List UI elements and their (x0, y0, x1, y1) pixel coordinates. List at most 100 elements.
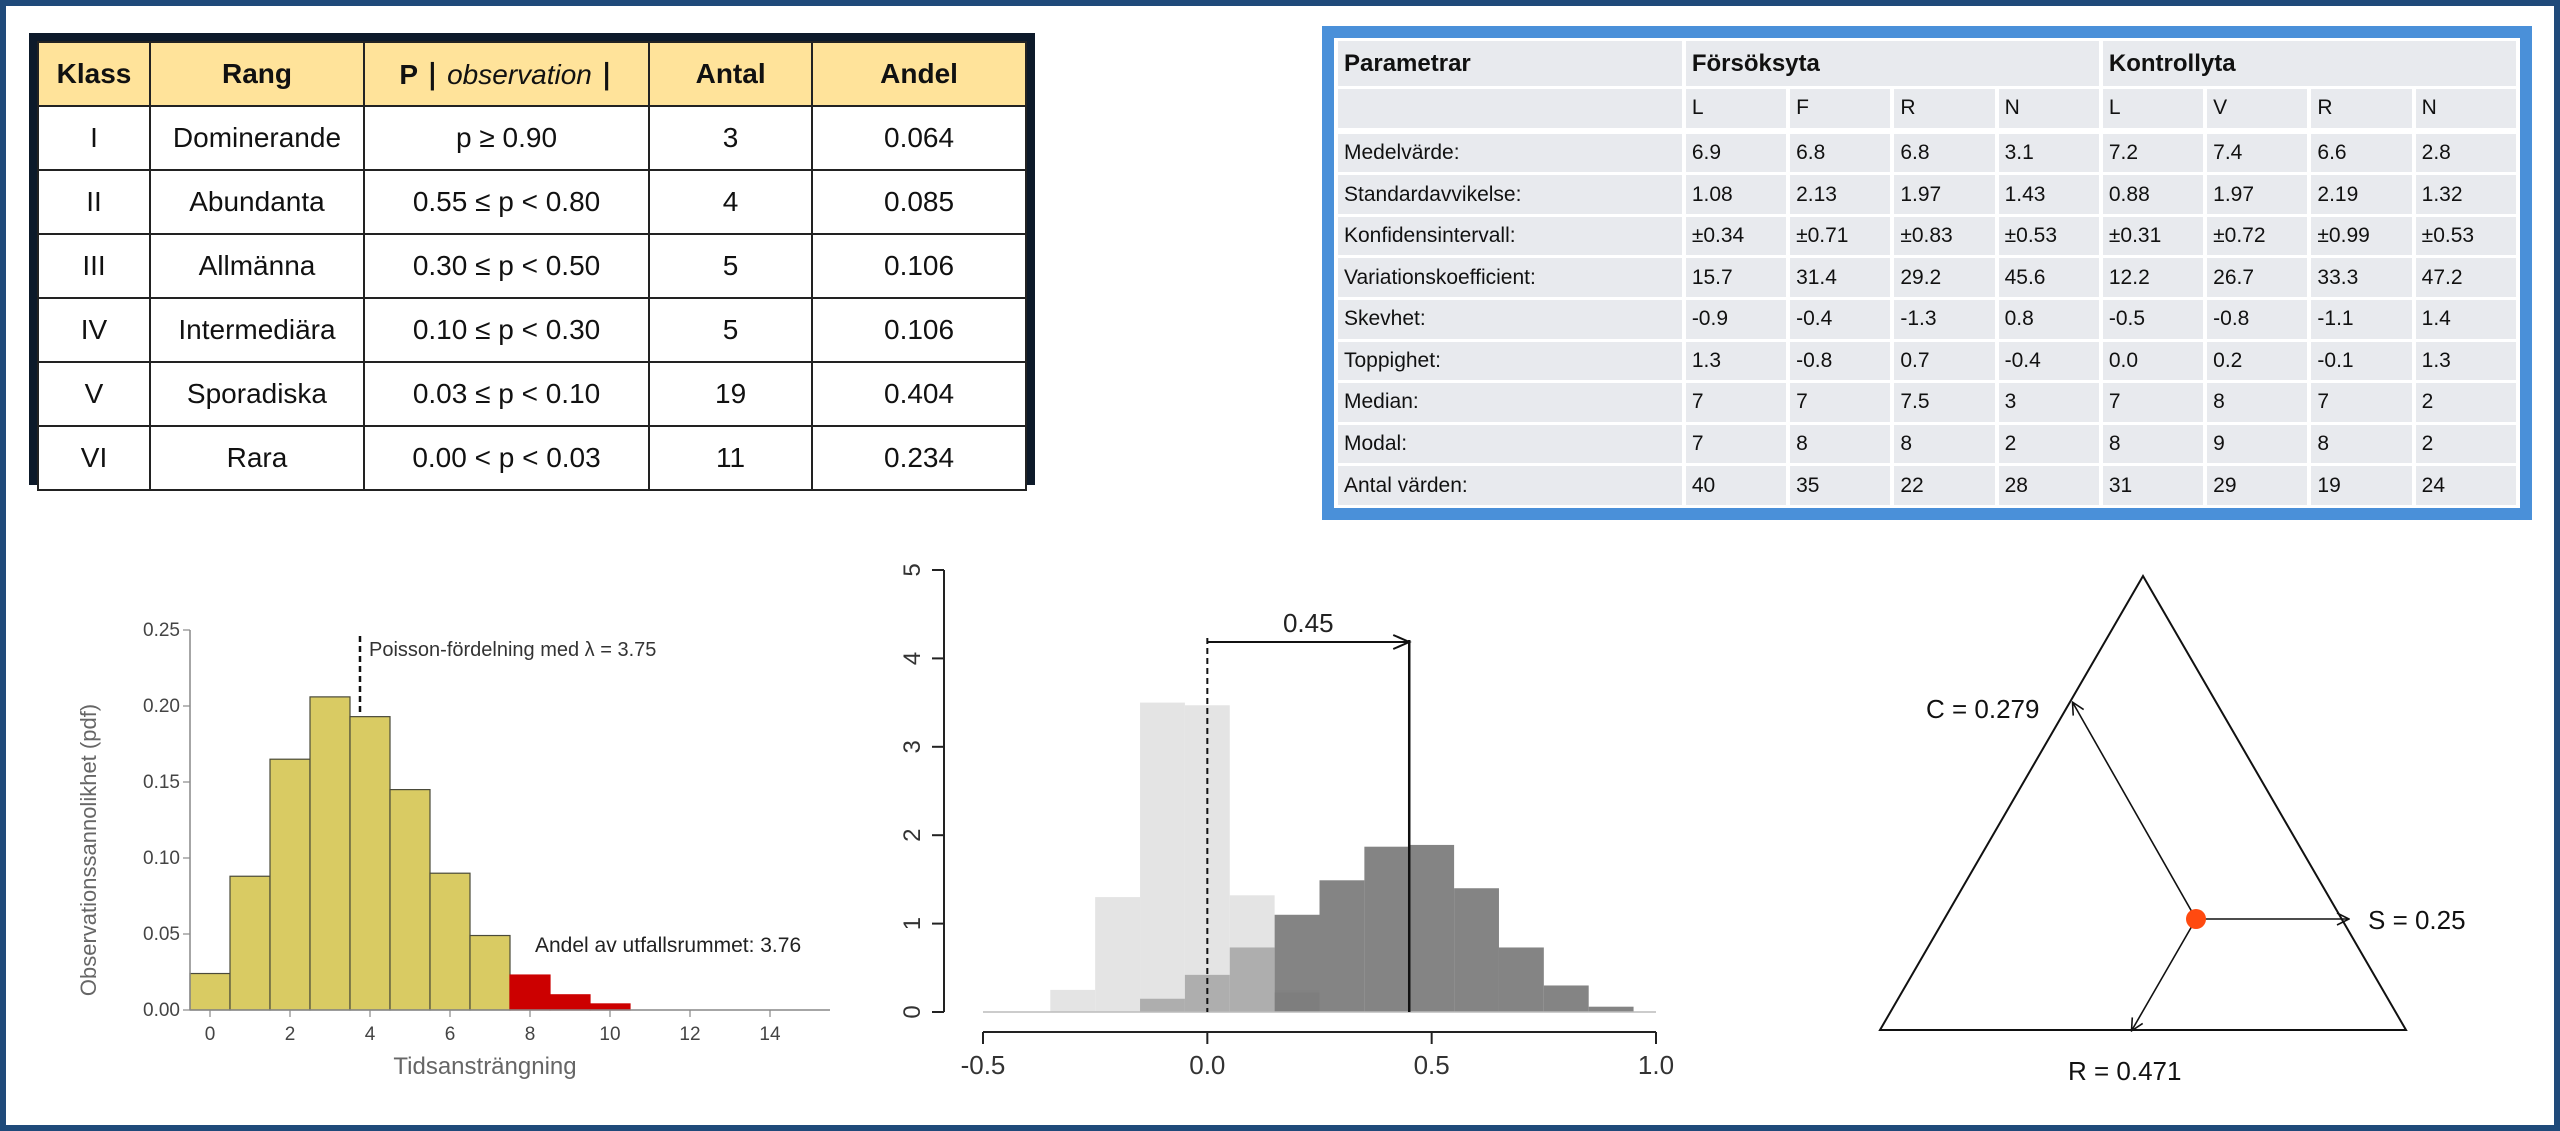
parameter-value: 7 (2311, 383, 2412, 422)
parameter-name: Variationskoefficient: (1338, 258, 1682, 297)
sub-header: R (2311, 89, 2412, 128)
parameter-value: 8 (1894, 424, 1995, 464)
class-table-cell: IV (36, 297, 152, 363)
csr-point (2186, 909, 2206, 929)
class-table-cell: 0.106 (811, 233, 1027, 299)
y-tick-label: 5 (899, 563, 926, 576)
parameter-value: ±0.34 (1685, 216, 1787, 256)
distribution-chart: 0 1 2 3 4 5 -0.5 0.0 0.5 1.0 0.45 (899, 563, 1674, 1080)
parameter-value: 24 (2415, 466, 2516, 505)
parameter-value: 2.19 (2311, 175, 2412, 214)
parameter-name: Skevhet: (1338, 299, 1682, 339)
class-table-cell: 11 (648, 425, 814, 491)
parameter-value: 0.2 (2207, 341, 2308, 381)
parameter-name: Konfidensintervall: (1338, 216, 1682, 256)
class-table-cell: Intermediära (149, 297, 365, 363)
parameter-table-row: Antal värden: 40 35 22 28 31 29 19 24 (1338, 466, 2516, 505)
parameter-value: -0.5 (2102, 299, 2204, 339)
parameter-value: ±0.71 (1790, 216, 1891, 256)
parameter-value: -0.4 (1998, 341, 2099, 381)
c-arrow (2073, 703, 2197, 920)
parameter-value: -1.1 (2311, 299, 2412, 339)
parameter-value: 19 (2311, 466, 2412, 505)
y-tick-label: 0.05 (143, 924, 180, 945)
poisson-bar (269, 758, 311, 1011)
sub-header: N (2415, 89, 2516, 128)
parameter-value: 2.13 (1790, 175, 1891, 214)
parameter-table: Parametrar Försöksyta Kontrollyta L F R … (1334, 38, 2520, 508)
class-table-cell: II (36, 169, 152, 235)
r-label: R = 0.471 (2068, 1056, 2181, 1086)
x-tick-label: 0 (205, 1024, 216, 1045)
poisson-bar (229, 875, 271, 1011)
class-table-row: V Sporadiska 0.03 ≤ p < 0.10 19 0.404 (36, 361, 1027, 427)
r-arrow (2132, 918, 2197, 1030)
class-table-cell: Sporadiska (149, 361, 365, 427)
parameter-value: 1.97 (1894, 175, 1995, 214)
histogram-bar (1409, 844, 1455, 1012)
arrow-head (1392, 634, 1412, 650)
class-table-cell: 0.03 ≤ p < 0.10 (362, 361, 651, 427)
parameter-value: 7 (1790, 383, 1891, 422)
parameter-value: -0.8 (1790, 341, 1891, 381)
histogram-bar (1095, 897, 1141, 1012)
header-andel: Andel (811, 41, 1027, 107)
parameter-value: 8 (1790, 424, 1891, 464)
class-table-cell: 0.10 ≤ p < 0.30 (362, 297, 651, 363)
parameter-value: 0.88 (2102, 175, 2204, 214)
x-tick-label: 14 (759, 1024, 781, 1045)
x-tick-label: 0.0 (1189, 1050, 1225, 1080)
header-kontrollyta: Kontrollyta (2102, 41, 2516, 87)
parameter-value: ±0.83 (1894, 216, 1995, 256)
parameter-value: 7 (1685, 424, 1787, 464)
parameter-value: 8 (2102, 424, 2204, 464)
header-rang: Rang (149, 41, 365, 107)
x-tick-label: 8 (525, 1024, 536, 1045)
x-tick-label: 2 (285, 1024, 296, 1045)
class-table-cell: 3 (648, 105, 814, 171)
x-tick-label: 10 (599, 1024, 620, 1045)
parameter-table-row: Toppighet: 1.3 -0.8 0.7 -0.4 0.0 0.2 -0.1 1.3 (1338, 341, 2516, 381)
parameter-value: 40 (1685, 466, 1787, 505)
parameter-value: 22 (1894, 466, 1995, 505)
y-tick-label: 0.15 (143, 772, 180, 793)
class-table-cell: 0.30 ≤ p < 0.50 (362, 233, 651, 299)
class-table-cell: Allmänna (149, 233, 365, 299)
class-table-cell: 5 (648, 297, 814, 363)
poisson-xlabel: Tidsansträngning (393, 1053, 576, 1080)
class-table-cell: p ≥ 0.90 (362, 105, 651, 171)
poisson-bar (589, 1003, 631, 1011)
class-table-panel: Klass Rang P ∣ observation ∣ Antal Andel… (29, 33, 1035, 491)
parameter-value: 9 (2207, 424, 2308, 464)
parameter-value: 12.2 (2102, 258, 2204, 297)
parameter-value: 6.8 (1894, 133, 1995, 173)
header-observation: observation (447, 58, 592, 90)
x-tick-label: 6 (445, 1024, 456, 1045)
parameter-name: Median: (1338, 383, 1682, 422)
parameter-value: 8 (2207, 383, 2308, 422)
parameter-value: 7.5 (1894, 383, 1995, 422)
parameter-value: 1.97 (2207, 175, 2308, 214)
parameter-value: 7.4 (2207, 133, 2308, 173)
class-table-cell: III (36, 233, 152, 299)
class-table: Klass Rang P ∣ observation ∣ Antal Andel… (36, 41, 1027, 491)
histogram-bar (1050, 989, 1096, 1012)
parameter-name: Antal värden: (1338, 466, 1682, 505)
histogram-bar (1364, 846, 1410, 1012)
histogram-bar (1229, 947, 1275, 1012)
y-tick-label: 3 (899, 740, 926, 753)
poisson-annotation: Poisson-fördelning med λ = 3.75 (369, 639, 656, 661)
class-table-row: IV Intermediära 0.10 ≤ p < 0.30 5 0.106 (36, 297, 1027, 363)
parameter-value: 3 (1998, 383, 2099, 422)
parameter-table-row: Standardavvikelse: 1.08 2.13 1.97 1.43 0.88 1.… (1338, 175, 2516, 214)
parameter-value: 0.7 (1894, 341, 1995, 381)
y-tick-label: 0.10 (143, 848, 180, 869)
parameter-value: 2 (2415, 424, 2516, 464)
sub-header: R (1894, 89, 1995, 128)
c-label: C = 0.279 (1926, 694, 2039, 724)
sub-header: L (1685, 89, 1787, 128)
difference-label: 0.45 (1283, 608, 1334, 638)
class-table-cell: 0.234 (811, 425, 1027, 491)
parameter-value: 1.4 (2415, 299, 2516, 339)
class-table-cell: 0.064 (811, 105, 1027, 171)
